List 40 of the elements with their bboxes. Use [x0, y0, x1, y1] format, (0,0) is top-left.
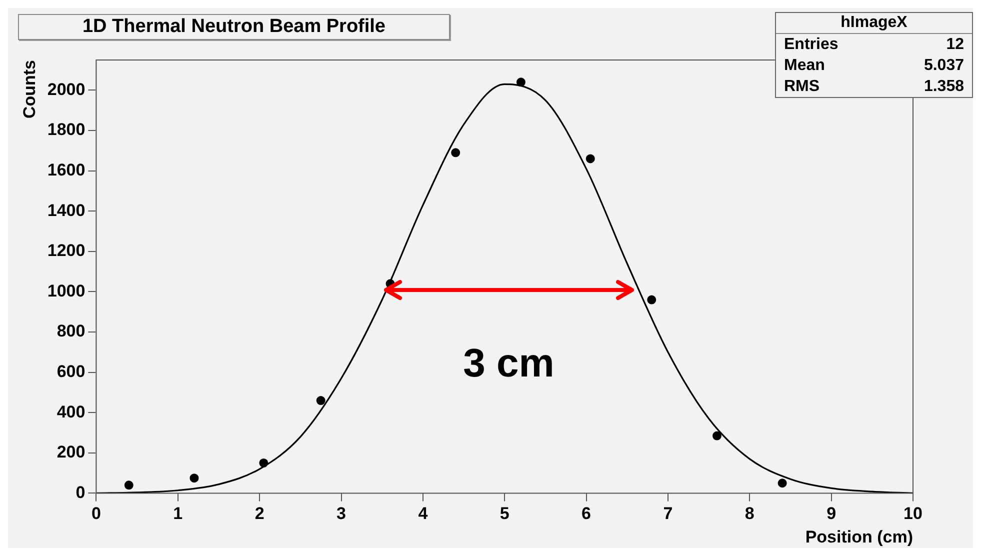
y-tick-label: 800: [56, 322, 86, 341]
y-tick-label: 1800: [47, 120, 86, 140]
point: [712, 431, 722, 440]
point: [586, 154, 595, 164]
x-tick-label: 5: [500, 504, 510, 524]
point: [190, 474, 199, 483]
point: [516, 78, 526, 87]
annotation: RMS 1.358: [783, 77, 965, 97]
y-tick-label: 1600: [47, 160, 86, 180]
x-tick-label: 1: [173, 504, 183, 524]
annotation: Mean 5.037: [783, 56, 965, 76]
point: [778, 478, 787, 488]
y-tick-label: 2000: [47, 80, 86, 99]
x-tick-label: 2: [254, 504, 264, 524]
x-axis-title: Position (cm): [805, 527, 913, 546]
y-tick-label: 1000: [47, 281, 86, 300]
x-tick-label: 9: [826, 504, 836, 524]
x-tick-label: 8: [744, 504, 754, 524]
chart-title: 1D Thermal Neutron Beam Profile: [18, 14, 450, 40]
x-tick-label: 4: [418, 504, 428, 524]
x-tick-label: 0: [91, 504, 101, 524]
point: [647, 295, 656, 304]
y-axis-title: Counts: [20, 60, 39, 119]
text: Entries 12: [783, 35, 965, 55]
y-tick-label: 0: [76, 482, 86, 502]
annotation: 3 cm: [463, 341, 554, 386]
y-tick-label: 400: [56, 402, 86, 422]
point: [259, 458, 268, 468]
y-tick-label: 1400: [47, 200, 86, 220]
x-tick-label: 6: [582, 504, 592, 524]
x-tick-label: 10: [904, 504, 922, 524]
y-tick-label: 600: [56, 362, 86, 381]
x-tick-label: 3: [336, 504, 346, 524]
point: [124, 480, 134, 490]
point: [316, 396, 326, 406]
point: [451, 148, 460, 158]
text: hImageX: [776, 13, 972, 34]
x-tick-label: 7: [663, 504, 673, 524]
y-tick-label: 1200: [47, 241, 86, 260]
y-tick-label: 200: [56, 442, 86, 462]
